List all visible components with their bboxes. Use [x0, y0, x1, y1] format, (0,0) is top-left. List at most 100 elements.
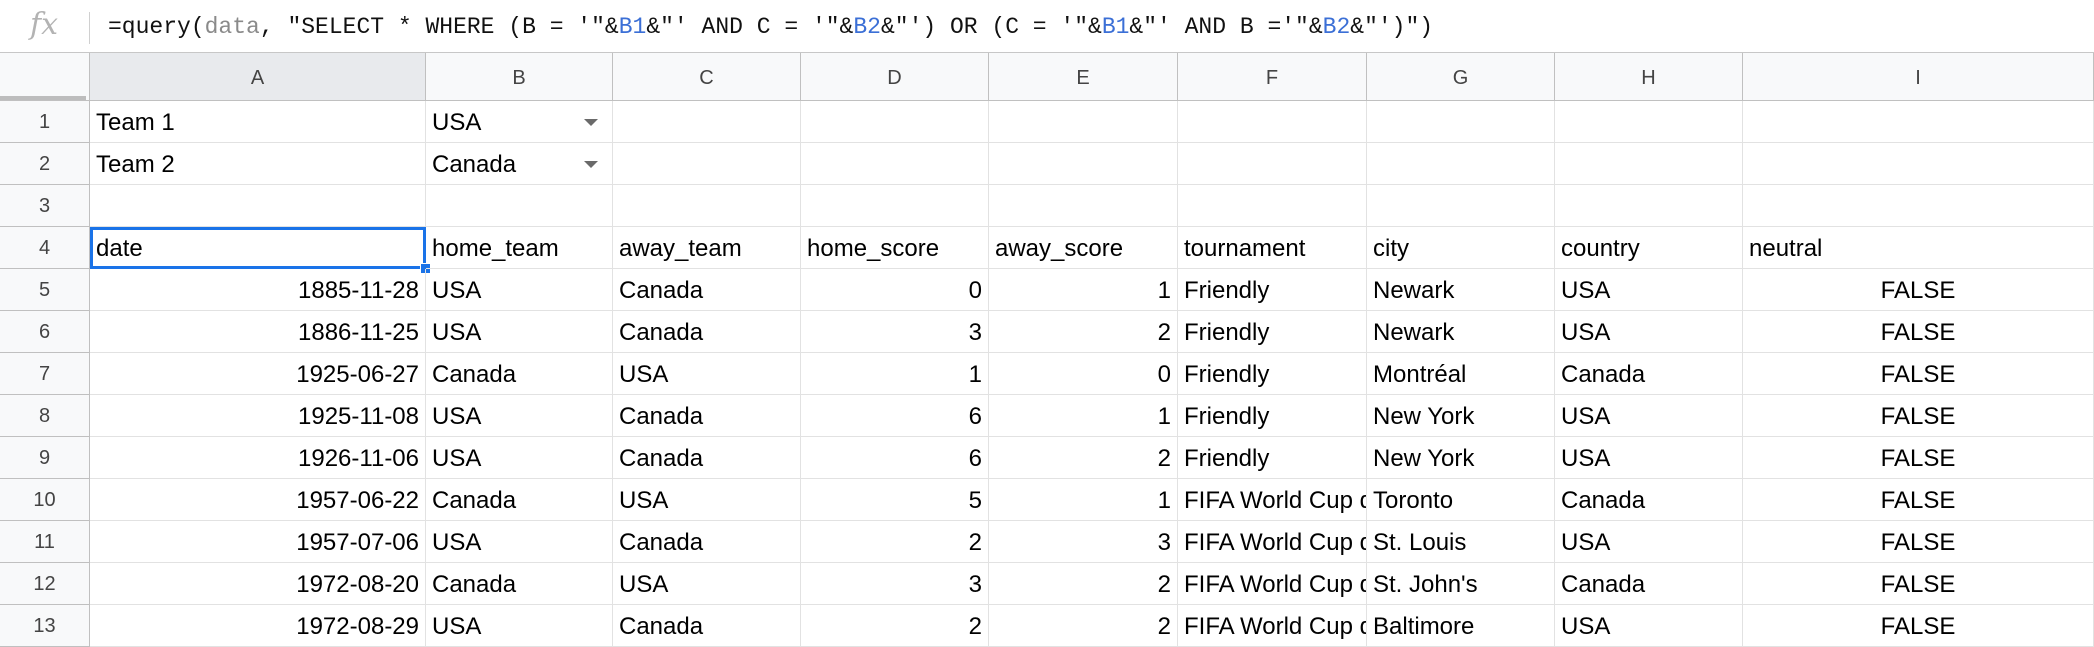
cell-i3[interactable]	[1743, 185, 2094, 227]
cell-i1[interactable]	[1743, 101, 2094, 143]
cell-i13[interactable]: FALSE	[1743, 605, 2094, 647]
cell-e10[interactable]: 1	[989, 479, 1178, 521]
cell-h10[interactable]: Canada	[1555, 479, 1743, 521]
row-header-3[interactable]: 3	[0, 185, 90, 227]
cell-c2[interactable]	[613, 143, 801, 185]
cell-f6[interactable]: Friendly	[1178, 311, 1367, 353]
cell-i9[interactable]: FALSE	[1743, 437, 2094, 479]
cell-i7[interactable]: FALSE	[1743, 353, 2094, 395]
cell-h8[interactable]: USA	[1555, 395, 1743, 437]
cell-e2[interactable]	[989, 143, 1178, 185]
cell-g10[interactable]: Toronto	[1367, 479, 1555, 521]
cell-f8[interactable]: Friendly	[1178, 395, 1367, 437]
cell-d9[interactable]: 6	[801, 437, 989, 479]
cell-e11[interactable]: 3	[989, 521, 1178, 563]
cell-a10[interactable]: 1957-06-22	[90, 479, 426, 521]
cell-b11[interactable]: USA	[426, 521, 613, 563]
cell-a6[interactable]: 1886-11-25	[90, 311, 426, 353]
cell-d7[interactable]: 1	[801, 353, 989, 395]
cell-f1[interactable]	[1178, 101, 1367, 143]
cell-h13[interactable]: USA	[1555, 605, 1743, 647]
cell-c4[interactable]: away_team	[613, 227, 801, 269]
cell-h3[interactable]	[1555, 185, 1743, 227]
cell-f11[interactable]: FIFA World Cup q	[1178, 521, 1367, 563]
cell-e4[interactable]: away_score	[989, 227, 1178, 269]
column-header-i[interactable]: I	[1743, 53, 2094, 101]
cell-g3[interactable]	[1367, 185, 1555, 227]
cell-d8[interactable]: 6	[801, 395, 989, 437]
cell-h11[interactable]: USA	[1555, 521, 1743, 563]
cell-i4[interactable]: neutral	[1743, 227, 2094, 269]
formula-input[interactable]: =query(data, "SELECT * WHERE (B = '"&B1&…	[108, 0, 1433, 53]
row-header-11[interactable]: 11	[0, 521, 90, 563]
row-header-10[interactable]: 10	[0, 479, 90, 521]
cell-f2[interactable]	[1178, 143, 1367, 185]
column-header-e[interactable]: E	[989, 53, 1178, 101]
cell-f3[interactable]	[1178, 185, 1367, 227]
cell-a3[interactable]	[90, 185, 426, 227]
cell-d12[interactable]: 3	[801, 563, 989, 605]
cell-f9[interactable]: Friendly	[1178, 437, 1367, 479]
cell-a7[interactable]: 1925-06-27	[90, 353, 426, 395]
cell-b10[interactable]: Canada	[426, 479, 613, 521]
cell-a1[interactable]: Team 1	[90, 101, 426, 143]
cell-a11[interactable]: 1957-07-06	[90, 521, 426, 563]
cell-c12[interactable]: USA	[613, 563, 801, 605]
cell-d13[interactable]: 2	[801, 605, 989, 647]
cell-f10[interactable]: FIFA World Cup q	[1178, 479, 1367, 521]
cell-b7[interactable]: Canada	[426, 353, 613, 395]
cell-c8[interactable]: Canada	[613, 395, 801, 437]
cell-b8[interactable]: USA	[426, 395, 613, 437]
cell-e5[interactable]: 1	[989, 269, 1178, 311]
cell-c6[interactable]: Canada	[613, 311, 801, 353]
cell-i2[interactable]	[1743, 143, 2094, 185]
cell-g2[interactable]	[1367, 143, 1555, 185]
cell-g11[interactable]: St. Louis	[1367, 521, 1555, 563]
cell-a12[interactable]: 1972-08-20	[90, 563, 426, 605]
row-header-8[interactable]: 8	[0, 395, 90, 437]
cell-i5[interactable]: FALSE	[1743, 269, 2094, 311]
cell-e3[interactable]	[989, 185, 1178, 227]
column-header-f[interactable]: F	[1178, 53, 1367, 101]
row-header-7[interactable]: 7	[0, 353, 90, 395]
row-header-4[interactable]: 4	[0, 227, 90, 269]
cell-a13[interactable]: 1972-08-29	[90, 605, 426, 647]
cell-e1[interactable]	[989, 101, 1178, 143]
cell-g7[interactable]: Montréal	[1367, 353, 1555, 395]
cell-d2[interactable]	[801, 143, 989, 185]
cell-g6[interactable]: Newark	[1367, 311, 1555, 353]
cell-c7[interactable]: USA	[613, 353, 801, 395]
cell-e7[interactable]: 0	[989, 353, 1178, 395]
cell-b12[interactable]: Canada	[426, 563, 613, 605]
cell-d4[interactable]: home_score	[801, 227, 989, 269]
row-header-9[interactable]: 9	[0, 437, 90, 479]
cell-i11[interactable]: FALSE	[1743, 521, 2094, 563]
row-header-6[interactable]: 6	[0, 311, 90, 353]
cell-b4[interactable]: home_team	[426, 227, 613, 269]
cell-a9[interactable]: 1926-11-06	[90, 437, 426, 479]
column-header-g[interactable]: G	[1367, 53, 1555, 101]
cell-h1[interactable]	[1555, 101, 1743, 143]
column-header-b[interactable]: B	[426, 53, 613, 101]
row-header-2[interactable]: 2	[0, 143, 90, 185]
cell-d5[interactable]: 0	[801, 269, 989, 311]
cell-d3[interactable]	[801, 185, 989, 227]
cell-c11[interactable]: Canada	[613, 521, 801, 563]
cell-b3[interactable]	[426, 185, 613, 227]
cell-d10[interactable]: 5	[801, 479, 989, 521]
cell-f5[interactable]: Friendly	[1178, 269, 1367, 311]
cell-d11[interactable]: 2	[801, 521, 989, 563]
cell-a2[interactable]: Team 2	[90, 143, 426, 185]
cell-h12[interactable]: Canada	[1555, 563, 1743, 605]
column-header-d[interactable]: D	[801, 53, 989, 101]
cell-h9[interactable]: USA	[1555, 437, 1743, 479]
cell-i12[interactable]: FALSE	[1743, 563, 2094, 605]
cell-f12[interactable]: FIFA World Cup q	[1178, 563, 1367, 605]
row-header-5[interactable]: 5	[0, 269, 90, 311]
cell-c1[interactable]	[613, 101, 801, 143]
cell-c9[interactable]: Canada	[613, 437, 801, 479]
cell-h2[interactable]	[1555, 143, 1743, 185]
cell-b5[interactable]: USA	[426, 269, 613, 311]
cell-h6[interactable]: USA	[1555, 311, 1743, 353]
